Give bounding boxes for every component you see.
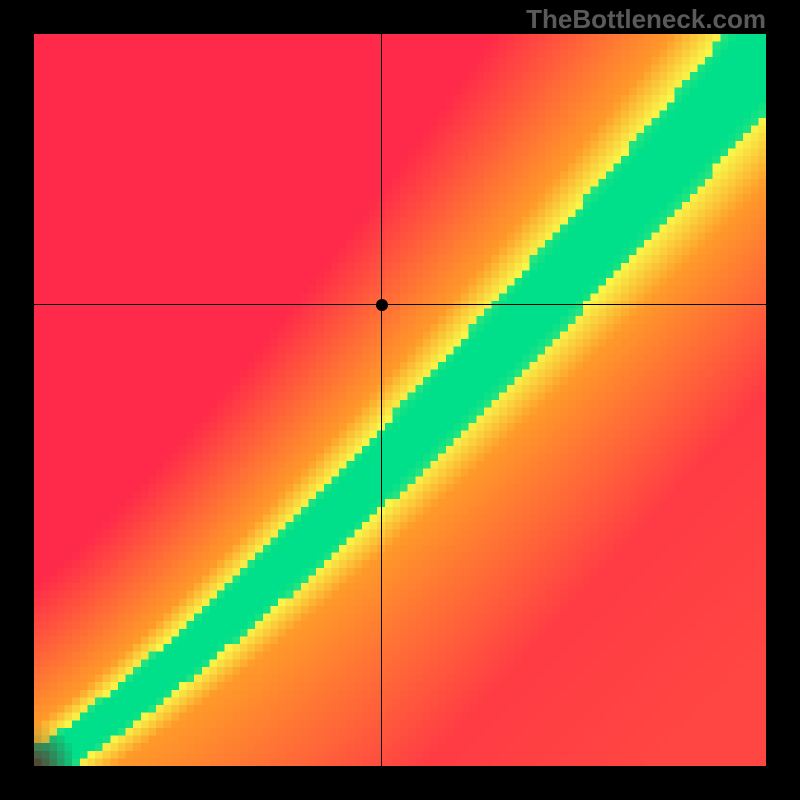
crosshair-marker [376, 299, 388, 311]
crosshair-vertical [381, 34, 382, 766]
crosshair-horizontal [34, 304, 766, 305]
watermark-text: TheBottleneck.com [526, 4, 766, 35]
bottleneck-heatmap [34, 34, 766, 766]
